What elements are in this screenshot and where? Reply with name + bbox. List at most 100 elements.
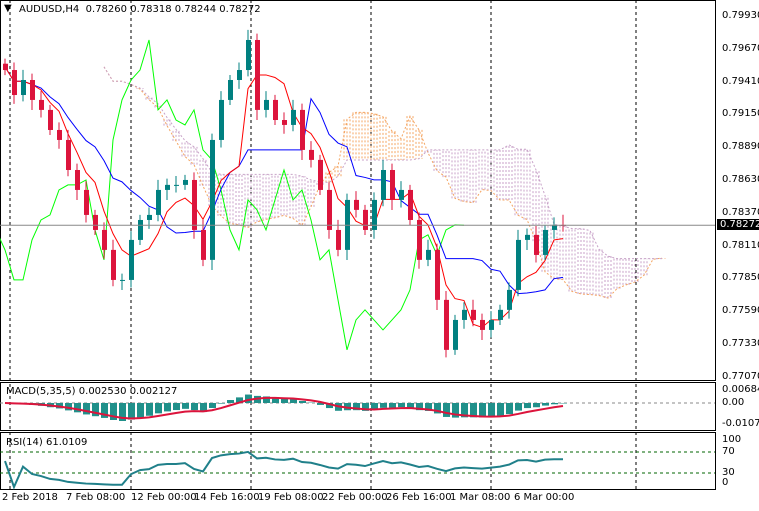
bull-candle — [246, 39, 251, 71]
bull-candle — [210, 139, 215, 260]
macd-histogram-bar — [353, 403, 360, 411]
macd-histogram-bar — [164, 403, 171, 412]
macd-histogram-bar — [515, 403, 522, 411]
close-value: 0.78272 — [219, 4, 261, 15]
time-tick: 6 Mar 00:00 — [514, 492, 575, 503]
macd-histogram-bar — [83, 403, 90, 415]
low-value: 0.78244 — [174, 4, 217, 15]
chart-header: AUDUSD,H4 0.78260 0.78318 0.78244 0.7827… — [19, 4, 261, 15]
bear-candle — [255, 39, 260, 110]
bear-candle — [327, 189, 332, 230]
main-pane-frame — [0, 0, 716, 381]
bear-candle — [318, 159, 323, 190]
kijun-sen — [4, 66, 564, 295]
macd-histogram-bar — [380, 403, 387, 408]
current-price-label: 0.78272 — [717, 219, 759, 230]
macd-histogram-bar — [452, 403, 459, 418]
bear-candle — [3, 63, 8, 71]
bear-candle — [48, 109, 53, 130]
rsi-scale-30: 30 — [722, 467, 735, 478]
bull-candle — [498, 309, 503, 320]
bear-candle — [192, 179, 197, 230]
bull-candle — [399, 189, 404, 200]
bear-candle — [57, 129, 62, 140]
macd-histogram-bar — [533, 403, 540, 408]
rsi-pane-frame — [0, 432, 716, 490]
macd-histogram-bar — [209, 403, 216, 408]
bull-candle — [291, 109, 296, 125]
macd-histogram-bar — [227, 400, 234, 403]
macd-main: 0.002530 — [78, 386, 127, 397]
macd-histogram-bar — [506, 403, 513, 415]
macd-histogram-bar — [245, 394, 252, 403]
macd-histogram-bar — [416, 403, 423, 411]
bull-candle — [264, 99, 269, 110]
bull-candle — [129, 239, 134, 280]
macd-histogram-bar — [317, 403, 324, 405]
rsi-header: RSI(14) 61.0109 — [6, 437, 87, 448]
bear-candle — [12, 70, 17, 96]
bull-candle — [21, 79, 26, 96]
bull-candle — [453, 319, 458, 350]
macd-histogram-bar — [191, 403, 198, 411]
bear-candle — [273, 99, 278, 121]
bull-candle — [138, 219, 143, 240]
macd-histogram-bar — [272, 397, 279, 403]
bull-candle — [552, 224, 557, 230]
macd-histogram-bar — [101, 403, 108, 418]
macd-histogram-bar — [290, 399, 297, 403]
rsi-value: 61.0109 — [45, 437, 88, 448]
bear-candle — [363, 209, 368, 230]
macd-histogram-bar — [65, 403, 72, 411]
bear-candle — [309, 149, 314, 160]
macd-histogram-bar — [425, 403, 432, 411]
bull-candle — [381, 169, 386, 200]
macd-histogram-bar — [236, 397, 243, 403]
macd-histogram-bar — [434, 403, 441, 414]
macd-histogram-bar — [524, 403, 531, 409]
macd-histogram-bar — [470, 403, 477, 418]
macd-histogram-bar — [200, 403, 207, 413]
time-tick: 14 Feb 16:00 — [194, 492, 260, 503]
bull-candle — [219, 99, 224, 140]
time-tick: 19 Feb 08:00 — [258, 492, 324, 503]
macd-histogram-bar — [479, 403, 486, 418]
macd-histogram-bar — [299, 400, 306, 403]
bear-candle — [417, 219, 422, 260]
macd-histogram-bar — [488, 403, 495, 417]
macd-scale-max: 0.006842 — [722, 384, 759, 395]
macd-histogram-bar — [326, 403, 333, 409]
macd-pane-frame — [0, 382, 716, 431]
macd-histogram-bar — [128, 403, 135, 420]
bear-candle — [84, 189, 89, 215]
bear-candle — [534, 234, 539, 255]
macd-histogram-bar — [74, 403, 81, 413]
macd-histogram-bar — [173, 403, 180, 411]
tenkan-sen — [4, 66, 564, 328]
bull-candle — [372, 199, 377, 230]
bull-candle — [183, 179, 188, 185]
macd-histogram-bar — [407, 403, 414, 409]
rsi-line — [4, 450, 564, 490]
rsi-scale-100: 100 — [722, 434, 742, 445]
bear-candle — [282, 120, 287, 125]
time-tick: 12 Feb 00:00 — [131, 492, 197, 503]
macd-histogram-bar — [137, 403, 144, 418]
bear-candle — [39, 99, 44, 110]
symbol-dropdown-icon[interactable]: ▼ — [4, 3, 12, 14]
bull-candle — [120, 279, 125, 281]
bear-candle — [300, 109, 305, 150]
bull-candle — [462, 309, 467, 320]
bear-candle — [471, 309, 476, 320]
bear-candle — [444, 299, 449, 350]
macd-header: MACD(5,35,5) 0.002530 0.002127 — [6, 386, 177, 397]
bull-candle — [174, 184, 179, 186]
